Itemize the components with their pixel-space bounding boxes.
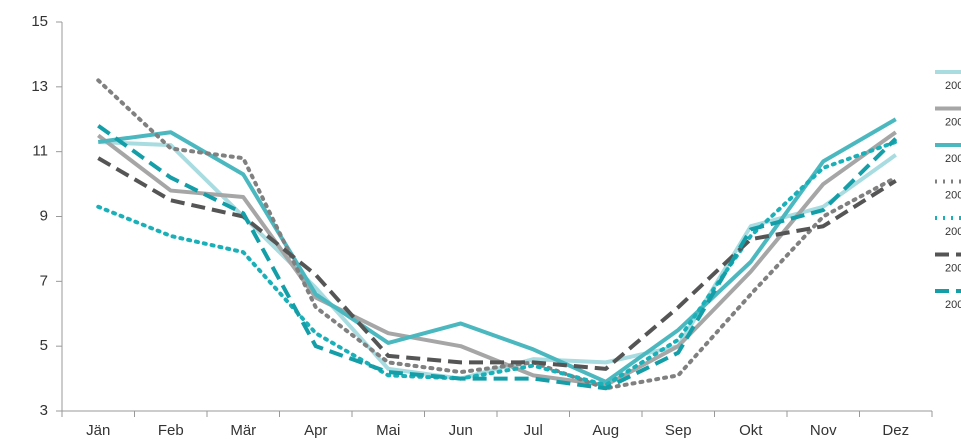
x-tick-label: Jän	[86, 422, 110, 439]
x-tick-label: Jun	[449, 422, 473, 439]
x-tick-label: Mai	[376, 422, 400, 439]
y-tick-label: 5	[40, 337, 48, 354]
legend-label: 200	[945, 80, 961, 92]
legend-label: 200	[945, 262, 961, 274]
x-tick-label: Nov	[810, 422, 837, 439]
y-tick-label: 9	[40, 207, 48, 224]
legend-label: 200	[945, 189, 961, 201]
x-tick-label: Sep	[665, 422, 692, 439]
x-tick-label: Apr	[304, 422, 327, 439]
legend-label: 200	[945, 226, 961, 238]
series-line	[97, 124, 898, 391]
series-line	[98, 139, 897, 381]
legend-label: 200	[945, 299, 961, 311]
x-tick-label: Okt	[739, 422, 763, 439]
x-tick-label: Aug	[592, 422, 619, 439]
legend-label: 200	[945, 153, 961, 165]
legend-label: 200	[945, 116, 961, 128]
y-tick-label: 15	[31, 13, 48, 30]
y-tick-label: 11	[32, 143, 48, 160]
y-tick-label: 7	[40, 272, 48, 289]
series-line	[96, 78, 898, 391]
series-line	[97, 117, 897, 384]
x-tick-label: Dez	[882, 422, 909, 439]
series-line	[97, 156, 897, 371]
series-line	[97, 130, 897, 388]
y-tick-label: 13	[31, 78, 48, 95]
x-tick-label: Jul	[524, 422, 543, 439]
y-tick-label: 3	[40, 402, 48, 419]
x-tick-label: Mär	[230, 422, 256, 439]
series-line	[96, 139, 898, 388]
x-tick-label: Feb	[158, 422, 184, 439]
